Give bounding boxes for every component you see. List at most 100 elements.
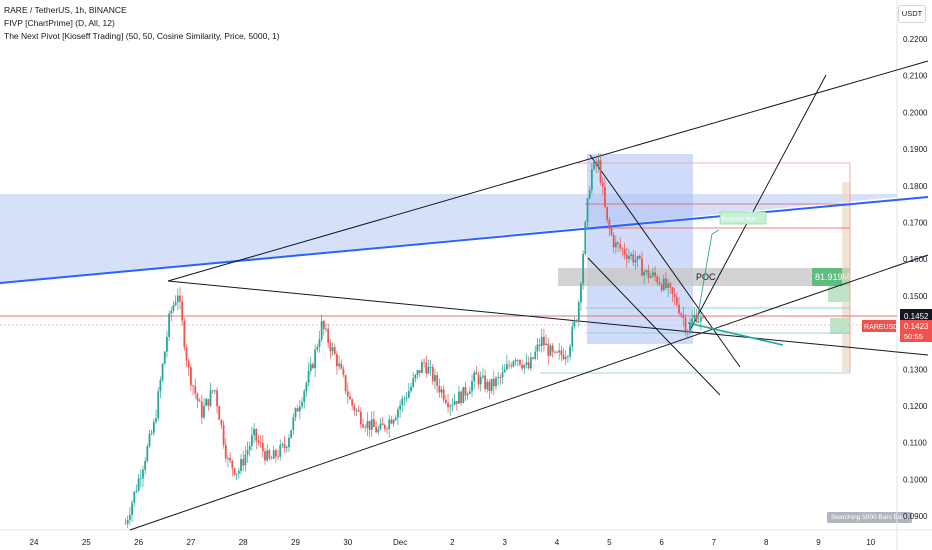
- candle-body: [577, 302, 580, 322]
- currency-button[interactable]: USDT: [898, 5, 926, 23]
- candle-body: [298, 406, 301, 412]
- candle-body: [593, 162, 595, 170]
- candle-body: [227, 458, 229, 459]
- projection-high-label: Projection High: [722, 217, 756, 223]
- candle-body: [366, 420, 369, 428]
- candle-body: [673, 293, 676, 297]
- candle-body: [159, 380, 162, 392]
- candle-body: [333, 347, 336, 355]
- candle-body: [590, 169, 593, 191]
- search-status-banner: Searching 5000 Bars Back: [827, 512, 912, 523]
- candle-body: [686, 330, 689, 333]
- candle-body: [403, 398, 406, 399]
- candle-body: [172, 305, 175, 311]
- candle-body: [190, 367, 192, 386]
- candle-body: [551, 345, 554, 352]
- candle-body: [207, 399, 210, 406]
- candle-body: [357, 409, 360, 412]
- candle-body: [675, 296, 678, 305]
- candle-body: [203, 405, 205, 418]
- candle-body: [423, 362, 425, 363]
- candle-body: [425, 362, 428, 374]
- x-tick-label: 27: [186, 538, 195, 547]
- x-tick-label: 9: [816, 538, 821, 547]
- current-price-tag: [900, 320, 932, 342]
- candle-body: [381, 423, 384, 425]
- x-tick-label: 29: [291, 538, 300, 547]
- candle-body: [682, 315, 685, 319]
- candle-body: [336, 354, 338, 367]
- candle-body: [148, 434, 151, 447]
- candle-body: [316, 346, 319, 350]
- candle-body: [636, 255, 639, 260]
- candle-body: [290, 430, 293, 438]
- candle-body: [325, 328, 327, 330]
- indicator-next-pivot-label[interactable]: The Next Pivot [Kioseff Trading] (50, 50…: [4, 31, 280, 41]
- candle-body: [209, 390, 212, 406]
- candle-body: [545, 343, 548, 346]
- candle-body: [514, 359, 517, 362]
- candle-body: [475, 372, 478, 375]
- x-axis-ticks: 24 25 26 27 28 29 30 Dec 2 3 4 5 6 7 8 9 10: [30, 538, 876, 547]
- candle-body: [342, 368, 345, 376]
- candle-body: [187, 360, 190, 368]
- candle-body: [444, 399, 447, 403]
- indicator-fivp-label[interactable]: FIVP [ChartPrime] (D, All, 12): [4, 18, 115, 28]
- candle-body: [135, 490, 138, 492]
- x-tick-label: 30: [343, 538, 352, 547]
- y-tick-label: 0.2200: [903, 35, 928, 44]
- trendlines: [0, 60, 929, 531]
- candle-body: [601, 182, 604, 187]
- candle-body: [455, 401, 458, 404]
- candle-body: [549, 345, 552, 356]
- candle-body: [163, 351, 166, 364]
- candle-body: [157, 391, 160, 419]
- candle-body: [124, 523, 127, 525]
- y-tick-label: 0.1000: [903, 475, 928, 484]
- symbol-title[interactable]: RARE / TetherUS, 1h, BINANCE: [4, 5, 127, 15]
- candle-body: [678, 304, 680, 314]
- candle-body: [462, 387, 465, 404]
- last-price-tag: [900, 309, 932, 322]
- candle-body: [643, 271, 646, 276]
- volume-profile: [828, 182, 850, 372]
- candle-body: [466, 393, 469, 396]
- candle-body: [464, 387, 467, 396]
- candle-body: [377, 429, 380, 433]
- candle-body: [634, 259, 637, 263]
- x-tick-label: 10: [866, 538, 875, 547]
- candle-body: [233, 468, 236, 475]
- candle-body: [429, 366, 432, 368]
- candle-body: [473, 372, 476, 382]
- y-tick-label: 0.1300: [903, 365, 928, 374]
- candle-body: [331, 347, 334, 352]
- candle-body: [397, 409, 399, 418]
- candle-body: [468, 391, 471, 394]
- candle-body: [460, 391, 463, 404]
- x-tick-label: 2: [450, 538, 455, 547]
- x-tick-label: 8: [764, 538, 769, 547]
- candle-body: [399, 405, 401, 410]
- candle-body: [651, 272, 654, 276]
- candle-body: [575, 320, 578, 322]
- candle-body: [229, 458, 232, 461]
- candle-body: [647, 270, 650, 278]
- candle-body: [355, 409, 358, 411]
- candle-body: [573, 320, 576, 327]
- candle-body: [281, 443, 284, 445]
- candle-body: [442, 389, 445, 400]
- candle-body: [133, 491, 136, 503]
- candle-body: [259, 442, 262, 444]
- projection-levels: [540, 162, 851, 374]
- candle-body: [610, 228, 613, 235]
- x-tick-label: 4: [555, 538, 560, 547]
- candle-body: [213, 390, 216, 392]
- y-axis-ticks: 0.2200 0.2100 0.2000 0.1900 0.1800 0.1700 0.16…: [903, 35, 928, 521]
- candle-body: [543, 336, 545, 346]
- candle-body: [270, 458, 273, 460]
- candle-body: [418, 370, 421, 373]
- candle-body: [584, 221, 587, 254]
- candle-body: [242, 458, 245, 466]
- candle-body: [150, 432, 153, 435]
